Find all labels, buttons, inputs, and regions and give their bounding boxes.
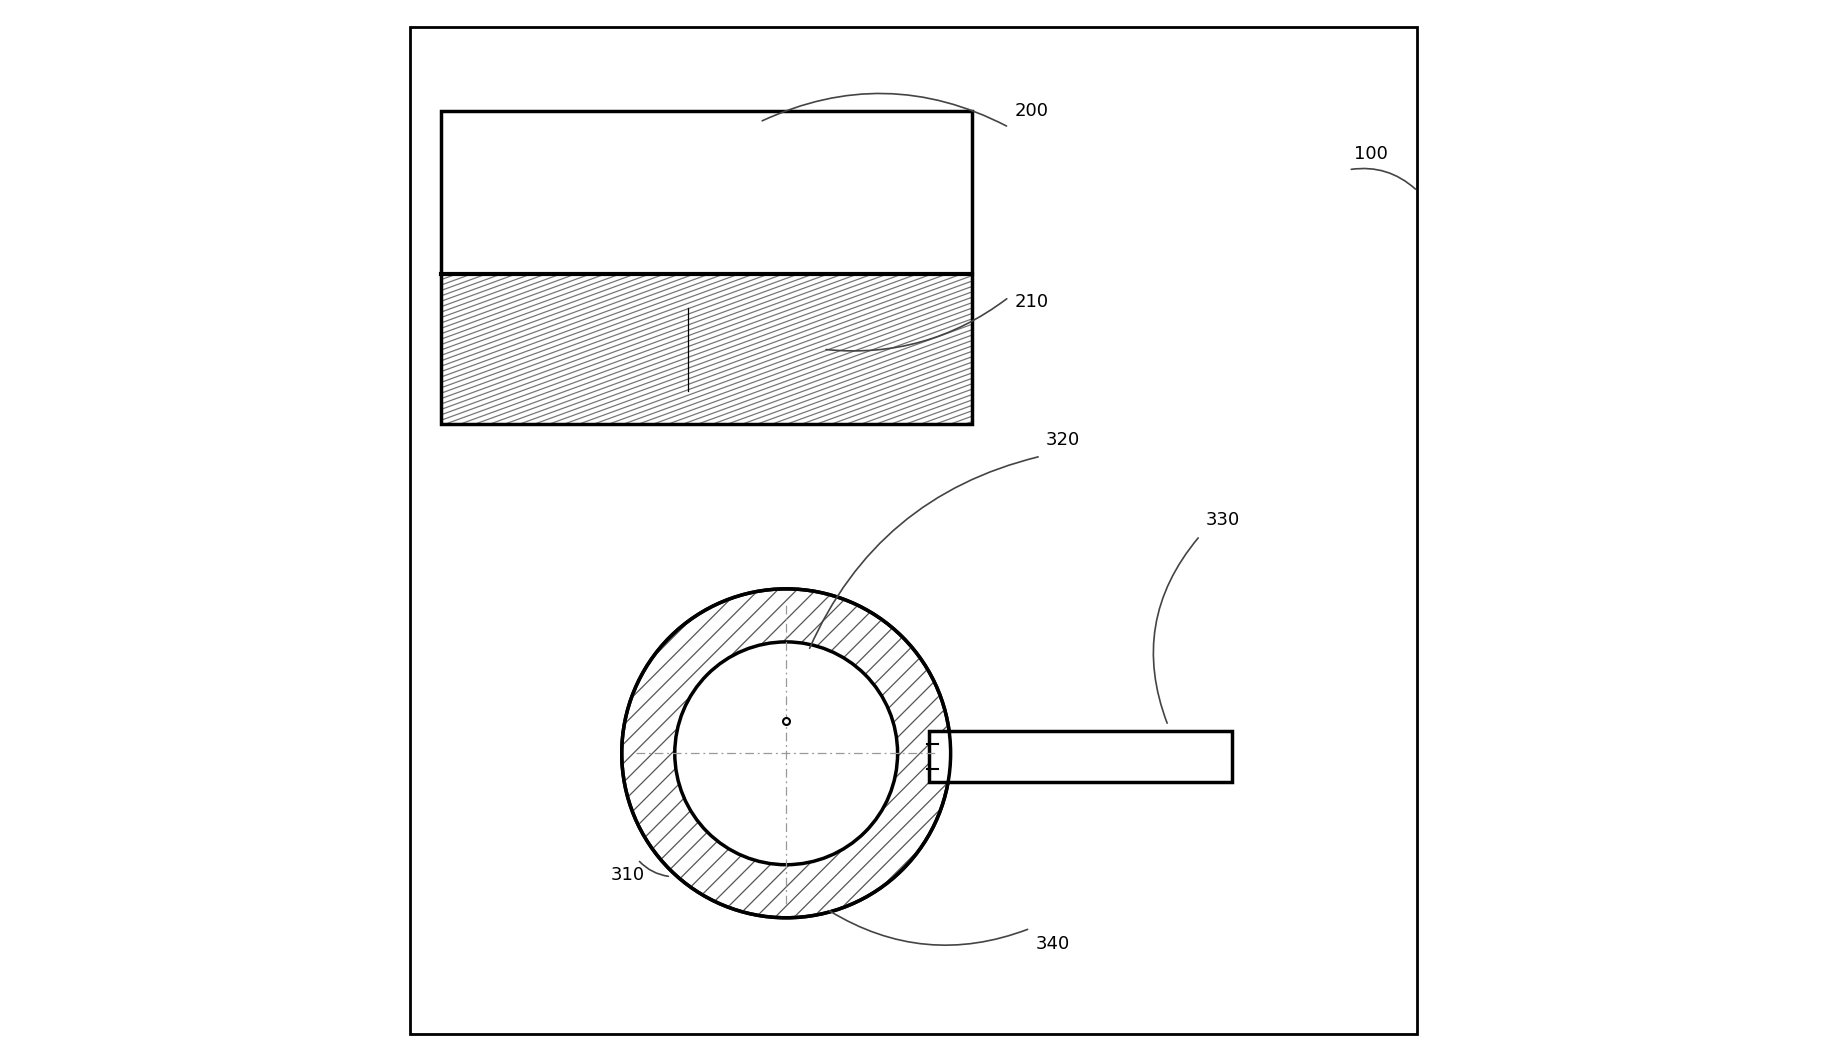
Text: 210: 210 <box>1014 294 1049 311</box>
Text: 100: 100 <box>1354 145 1389 162</box>
Text: 310: 310 <box>610 867 645 884</box>
Circle shape <box>621 589 950 918</box>
Circle shape <box>674 642 897 865</box>
Text: 340: 340 <box>1036 936 1071 953</box>
Text: 200: 200 <box>1014 103 1049 120</box>
Text: 320: 320 <box>1047 432 1080 449</box>
Bar <box>442 111 972 424</box>
Bar <box>442 111 972 424</box>
Text: 330: 330 <box>1206 511 1239 528</box>
Bar <box>930 731 1231 782</box>
